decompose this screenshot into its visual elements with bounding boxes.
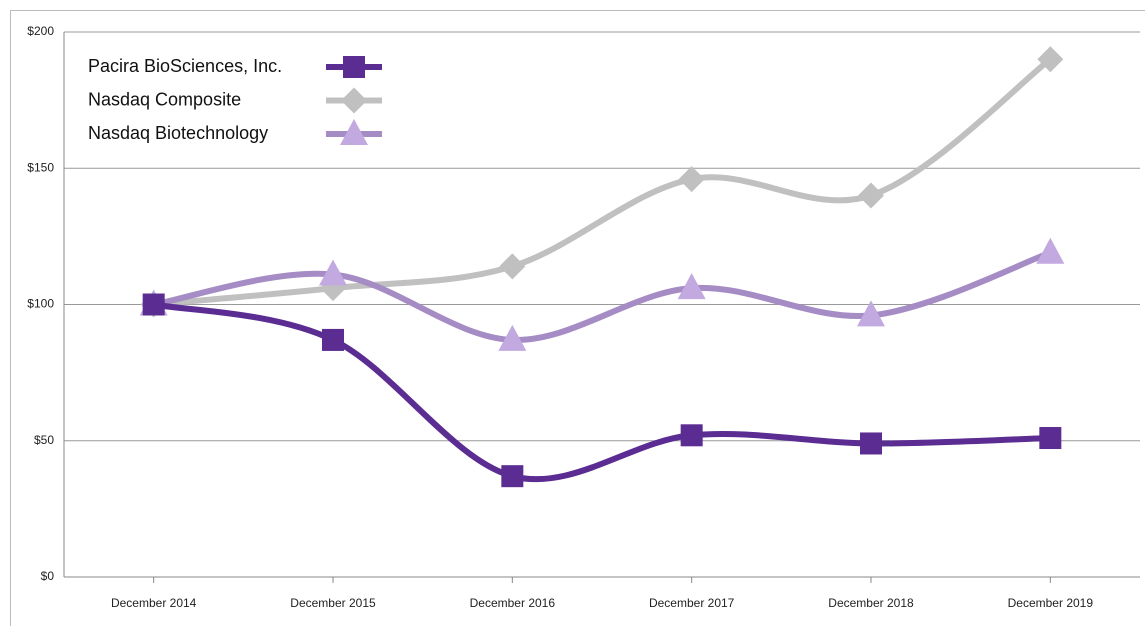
data-marker [499, 253, 526, 280]
legend-label: Pacira BioSciences, Inc. [88, 56, 282, 76]
data-marker [858, 182, 884, 209]
legend-marker [341, 87, 367, 114]
data-marker [142, 293, 165, 316]
series-line [150, 301, 1054, 483]
x-tick-label: December 2018 [828, 596, 914, 610]
legend-marker [343, 56, 365, 78]
y-tick-label: $50 [34, 433, 54, 447]
data-marker [678, 166, 705, 193]
x-tick-label: December 2019 [1008, 596, 1094, 610]
data-marker [501, 465, 524, 488]
data-marker [322, 328, 344, 351]
data-marker [319, 259, 347, 286]
data-marker [1039, 427, 1062, 450]
x-tick-label: December 2016 [470, 596, 556, 610]
data-marker [860, 432, 882, 455]
data-marker [498, 324, 527, 351]
series-line [150, 56, 1054, 308]
x-tick-label: December 2014 [111, 596, 197, 610]
data-marker [680, 424, 703, 447]
y-tick-label: $200 [27, 24, 54, 38]
series-line [150, 249, 1054, 343]
y-tick-label: $150 [27, 160, 54, 174]
legend-marker [340, 119, 368, 145]
legend-label: Nasdaq Composite [88, 89, 241, 109]
data-marker [1036, 237, 1065, 264]
legend-label: Nasdaq Biotechnology [88, 123, 268, 143]
data-marker [677, 273, 706, 300]
y-tick-label: $0 [41, 569, 55, 583]
x-tick-label: December 2017 [649, 596, 735, 610]
x-tick-label: December 2015 [290, 596, 376, 610]
chart-frame [10, 10, 1145, 626]
data-marker [857, 300, 885, 327]
y-tick-label: $100 [27, 297, 54, 311]
data-marker [1037, 46, 1064, 73]
